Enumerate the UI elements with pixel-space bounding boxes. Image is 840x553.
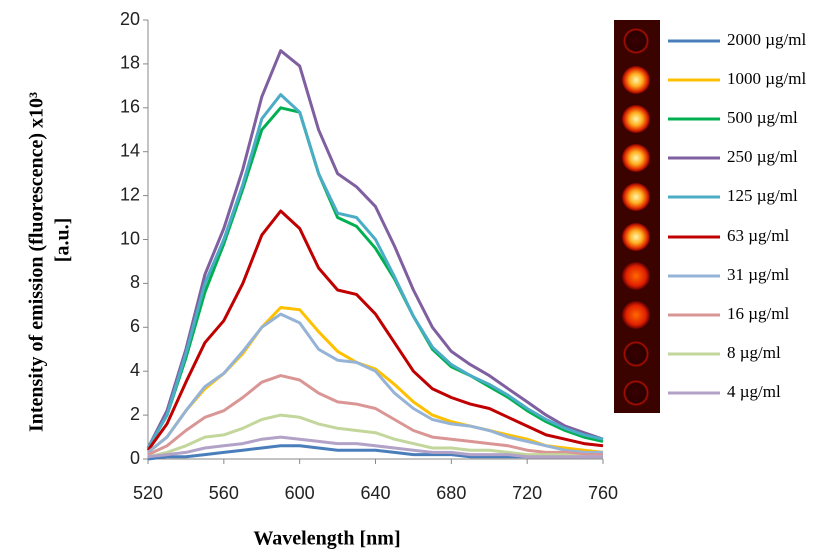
x-tick-label: 520 bbox=[133, 483, 163, 503]
series-line bbox=[146, 209, 604, 452]
series-line bbox=[147, 413, 603, 459]
x-tick-label: 560 bbox=[209, 483, 239, 503]
legend-label: 63 µg/ml bbox=[727, 226, 789, 245]
series-line bbox=[147, 312, 603, 454]
y-tick-label: 0 bbox=[130, 448, 140, 468]
series-line bbox=[146, 49, 604, 449]
legend-label: 16 µg/ml bbox=[727, 304, 789, 323]
legend-label: 500 µg/ml bbox=[727, 108, 798, 127]
y-axis-title: Intensity of emission (fluorescence) x10… bbox=[26, 92, 48, 432]
legend-label: 125 µg/ml bbox=[727, 186, 798, 205]
legend-label: 31 µg/ml bbox=[727, 265, 789, 284]
series-line bbox=[147, 435, 603, 459]
y-tick-label: 12 bbox=[120, 184, 140, 204]
y-axis-title: [a.u.] bbox=[52, 218, 74, 262]
y-tick-label: 2 bbox=[130, 404, 140, 424]
legend-label: 8 µg/ml bbox=[727, 343, 781, 362]
legend-label: 2000 µg/ml bbox=[727, 30, 806, 49]
series-line bbox=[146, 106, 604, 449]
legend-label: 250 µg/ml bbox=[727, 147, 798, 166]
legend-label: 1000 µg/ml bbox=[727, 69, 806, 88]
series-line bbox=[146, 93, 604, 449]
legend-label: 4 µg/ml bbox=[727, 382, 781, 401]
y-tick-label: 6 bbox=[130, 316, 140, 336]
x-tick-label: 720 bbox=[512, 483, 542, 503]
x-tick-label: 640 bbox=[360, 483, 390, 503]
x-axis-title: Wavelength [nm] bbox=[253, 528, 400, 550]
y-tick-label: 10 bbox=[120, 228, 140, 248]
series-line bbox=[147, 374, 603, 457]
y-tick-label: 14 bbox=[120, 140, 140, 160]
y-tick-label: 20 bbox=[120, 9, 140, 29]
y-tick-label: 4 bbox=[130, 360, 140, 380]
x-tick-label: 680 bbox=[436, 483, 466, 503]
y-tick-label: 8 bbox=[130, 272, 140, 292]
x-tick-label: 760 bbox=[588, 483, 618, 503]
y-tick-label: 16 bbox=[120, 97, 140, 117]
x-tick-label: 600 bbox=[285, 483, 315, 503]
y-tick-label: 18 bbox=[120, 53, 140, 73]
well-plate bbox=[614, 20, 660, 413]
